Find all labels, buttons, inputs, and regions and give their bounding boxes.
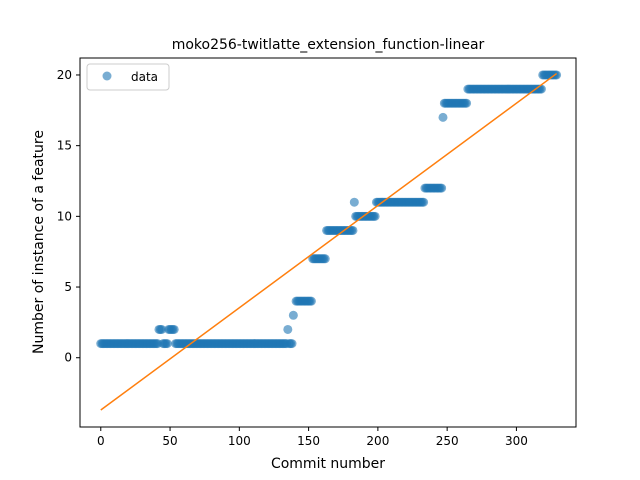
y-axis-ticks: 0 5 10 15 20 xyxy=(57,68,80,365)
data-point xyxy=(157,324,167,334)
fit-line xyxy=(100,72,558,411)
x-tick-label: 250 xyxy=(436,434,459,448)
data-point xyxy=(306,296,316,306)
plot-frame xyxy=(79,57,577,428)
data-point xyxy=(552,70,562,80)
data-point xyxy=(536,84,546,94)
x-tick-label: 0 xyxy=(97,434,105,448)
y-tick-label: 0 xyxy=(64,351,72,365)
data-point xyxy=(162,339,172,349)
data-points xyxy=(96,70,562,349)
data-point xyxy=(437,183,447,193)
legend-label: data xyxy=(131,70,158,84)
data-point xyxy=(287,339,297,349)
x-tick-label: 50 xyxy=(162,434,177,448)
data-point xyxy=(320,254,330,264)
data-point xyxy=(169,324,179,334)
y-tick-label: 15 xyxy=(57,139,72,153)
data-point xyxy=(370,211,380,221)
data-point xyxy=(348,225,358,235)
data-point xyxy=(349,197,359,207)
y-tick-label: 5 xyxy=(64,280,72,294)
y-tick-label: 10 xyxy=(57,209,72,223)
legend: data xyxy=(86,63,170,91)
legend-box xyxy=(86,63,170,91)
x-axis-label: Commit number xyxy=(271,456,385,472)
data-point xyxy=(438,112,448,122)
y-axis-label: Number of instance of a feature xyxy=(31,130,47,354)
legend-marker xyxy=(102,71,112,81)
y-tick-label: 20 xyxy=(57,68,72,82)
data-point xyxy=(462,98,472,108)
x-tick-label: 200 xyxy=(366,434,389,448)
chart-title: moko256-twitlatte_extension_function-lin… xyxy=(172,37,485,53)
data-point xyxy=(288,310,298,320)
x-tick-label: 100 xyxy=(228,434,251,448)
x-tick-label: 300 xyxy=(505,434,528,448)
data-point xyxy=(419,197,429,207)
fit-line-layer xyxy=(100,72,558,411)
x-tick-label: 150 xyxy=(297,434,320,448)
x-axis-ticks: 0 50 100 150 200 250 300 xyxy=(97,427,528,448)
data-point xyxy=(283,324,293,334)
